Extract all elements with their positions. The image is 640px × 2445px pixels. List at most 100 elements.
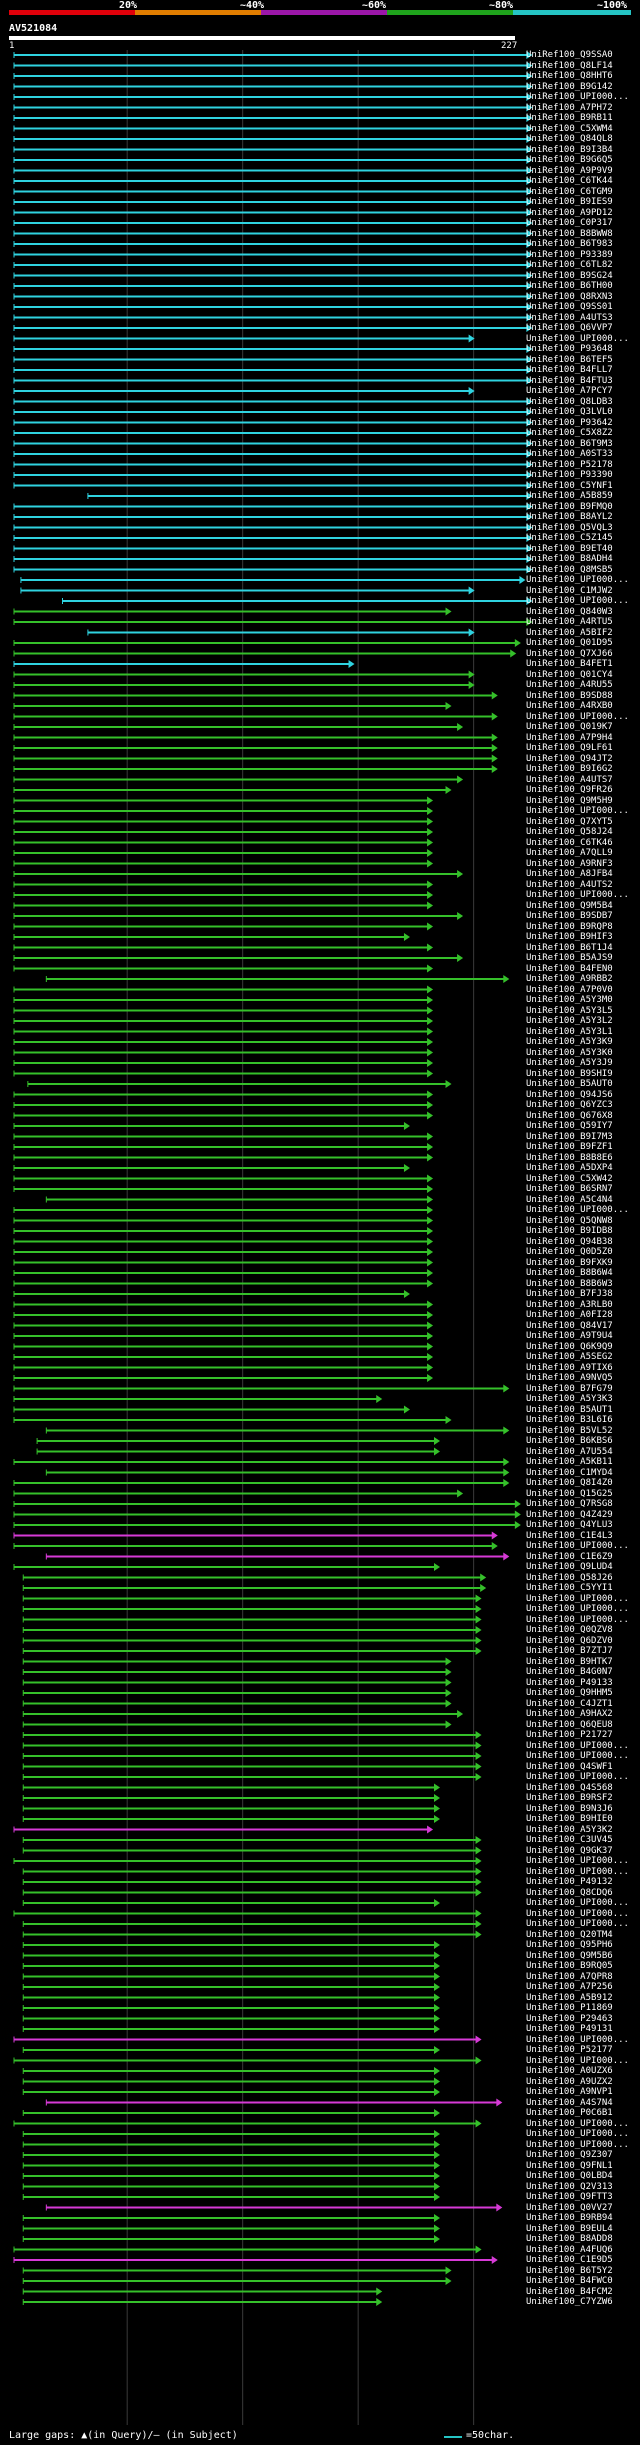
alignment-hit[interactable] [13,460,533,469]
alignment-hit[interactable] [13,2256,498,2264]
hit-label[interactable]: UniRef100_UPI000... [526,2034,629,2045]
hit-label[interactable]: UniRef100_A9HAX2 [526,1709,613,1719]
hit-label[interactable]: UniRef100_B6KBS6 [526,1436,613,1446]
alignment-hit[interactable] [13,355,533,364]
alignment-hit[interactable] [13,324,533,332]
alignment-hit[interactable] [13,1248,434,1256]
alignment-hit[interactable] [13,523,533,532]
alignment-hit[interactable] [20,576,526,584]
alignment-hit[interactable] [13,1122,410,1130]
alignment-hit[interactable] [13,1458,510,1466]
hit-label[interactable]: UniRef100_Q9M5H9 [526,795,613,806]
hit-label[interactable]: UniRef100_UPI000... [526,575,629,585]
alignment-hit[interactable] [13,366,533,374]
hit-label[interactable]: UniRef100_B6TH00 [526,281,613,291]
alignment-hit[interactable] [13,1353,434,1361]
alignment-hit[interactable] [22,2193,440,2201]
hit-label[interactable]: UniRef100_B5VL52 [526,1425,613,1436]
alignment-hit[interactable] [13,481,533,490]
alignment-hit[interactable] [13,1069,434,1078]
alignment-hit[interactable] [22,1888,482,1897]
hit-label[interactable]: UniRef100_Q5QNW8 [526,1215,613,1226]
alignment-hit[interactable] [13,1321,434,1330]
hit-label[interactable]: UniRef100_Q6K9Q9 [526,1341,613,1352]
alignment-hit[interactable] [13,618,533,626]
alignment-hit[interactable] [13,177,533,185]
alignment-hit[interactable] [22,1920,482,1928]
hit-label[interactable]: UniRef100_Q9GK37 [526,1845,613,1856]
alignment-hit[interactable] [22,2109,440,2117]
alignment-hit[interactable] [13,502,533,511]
alignment-hit[interactable] [13,912,464,920]
hit-label[interactable]: UniRef100_A5B912 [526,1992,613,2003]
hit-label[interactable]: UniRef100_B9I6G2 [526,764,613,774]
alignment-hit[interactable] [22,1762,482,1771]
hit-label[interactable]: UniRef100_B4G0N7 [526,1667,613,1677]
hit-label[interactable]: UniRef100_B8B6W3 [526,1278,613,1289]
alignment-hit[interactable] [13,93,533,101]
alignment-hit[interactable] [13,1510,521,1519]
hit-label[interactable]: UniRef100_A5Y3L1 [526,1026,613,1037]
hit-label[interactable]: UniRef100_A5Y3L5 [526,1005,613,1016]
hit-label[interactable]: UniRef100_UPI000... [526,2139,629,2150]
alignment-hit[interactable] [13,51,533,59]
hit-label[interactable]: UniRef100_A5KB11 [526,1457,613,1467]
hit-label[interactable]: UniRef100_A5Y3L2 [526,1016,613,1026]
hit-label[interactable]: UniRef100_B4FEN0 [526,963,613,974]
alignment-hit[interactable] [22,2014,440,2023]
hit-label[interactable]: UniRef100_B6T5Y2 [526,2265,613,2276]
alignment-hit[interactable] [22,1836,482,1844]
alignment-hit[interactable] [22,1584,487,1592]
hit-label[interactable]: UniRef100_B9G6Q5 [526,155,613,165]
hit-label[interactable]: UniRef100_B6TEF5 [526,354,613,365]
hit-label[interactable]: UniRef100_C4JZT1 [526,1698,613,1709]
alignment-hit[interactable] [22,1804,440,1813]
hit-label[interactable]: UniRef100_Q15G25 [526,1488,613,1499]
alignment-hit[interactable] [13,1479,510,1487]
hit-label[interactable]: UniRef100_Q019K7 [526,722,613,732]
hit-label[interactable]: UniRef100_A7QPR8 [526,1971,613,1982]
alignment-hit[interactable] [22,1731,482,1739]
alignment-hit[interactable] [22,2224,440,2233]
hit-label[interactable]: UniRef100_Q8LDB3 [526,396,613,407]
hit-label[interactable]: UniRef100_Q01D95 [526,638,613,648]
hit-label[interactable]: UniRef100_Q9LF61 [526,743,613,753]
hit-label[interactable]: UniRef100_C5Z145 [526,533,613,543]
hit-label[interactable]: UniRef100_Q8MSB5 [526,564,613,575]
hit-label[interactable]: UniRef100_A9P9V9 [526,165,613,176]
hit-label[interactable]: UniRef100_P52177 [526,2045,613,2055]
hit-label[interactable]: UniRef100_B9I3B4 [526,144,613,155]
hit-label[interactable]: UniRef100_A4FUQ6 [526,2244,613,2255]
alignment-hit[interactable] [13,660,355,668]
alignment-hit[interactable] [13,733,498,742]
alignment-hit[interactable] [13,334,475,343]
hit-label[interactable]: UniRef100_Q4SWF1 [526,1761,613,1772]
hit-label[interactable]: UniRef100_A5Y3K2 [526,1824,613,1835]
alignment-hit[interactable] [13,670,475,679]
hit-label[interactable]: UniRef100_B9SHI9 [526,1068,613,1079]
alignment-hit[interactable] [22,1615,482,1624]
hit-label[interactable]: UniRef100_C1E6Z9 [526,1551,613,1562]
hit-label[interactable]: UniRef100_Q0VV27 [526,2202,613,2213]
alignment-hit[interactable] [22,2287,383,2296]
alignment-hit[interactable] [22,1689,452,1697]
alignment-hit[interactable] [22,1899,440,1907]
hit-label[interactable]: UniRef100_P49133 [526,1677,613,1688]
hit-label[interactable]: UniRef100_UPI000... [526,1541,629,1551]
hit-label[interactable]: UniRef100_B9FMQ0 [526,501,613,512]
alignment-hit[interactable] [45,1552,510,1561]
hit-label[interactable]: UniRef100_UPI000... [526,1614,629,1625]
hit-label[interactable]: UniRef100_B6SRN7 [526,1184,613,1194]
hit-label[interactable]: UniRef100_Q840W3 [526,606,613,617]
alignment-hit[interactable] [22,1930,482,1939]
hit-label[interactable]: UniRef100_UPI000... [526,890,629,900]
alignment-hit[interactable] [13,1090,434,1099]
alignment-hit[interactable] [13,565,533,574]
alignment-hit[interactable] [13,1132,434,1141]
hit-label[interactable]: UniRef100_C0P317 [526,218,613,228]
alignment-hit[interactable] [13,229,533,238]
hit-label[interactable]: UniRef100_A5C4N4 [526,1194,613,1205]
alignment-hit[interactable] [45,2098,503,2107]
alignment-hit[interactable] [13,933,410,941]
hit-label[interactable]: UniRef100_C5XWM4 [526,123,613,134]
